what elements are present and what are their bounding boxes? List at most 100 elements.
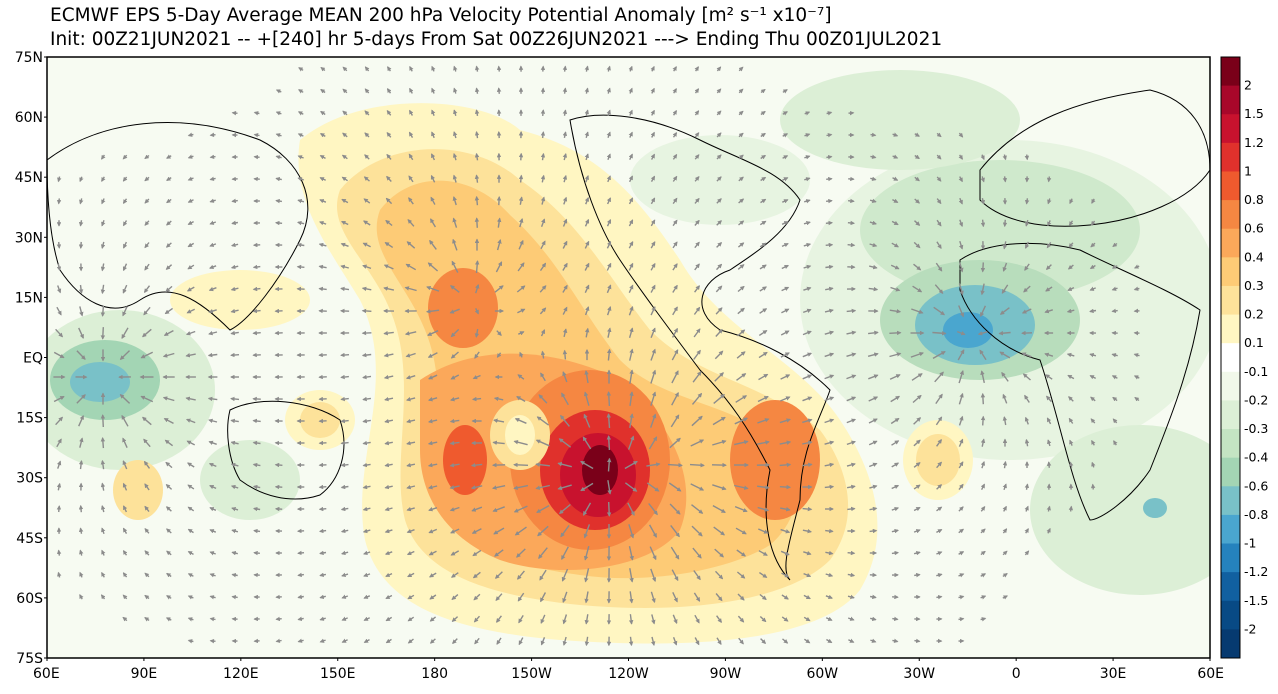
wind-arrow [1002,505,1007,512]
wind-arrow [78,504,84,513]
wind-arrow [694,176,700,182]
wind-arrow [629,568,634,583]
latitude-axis: 75N 60N 45N 30N 15N EQ 15S 30S 45S 60S 75S [15,50,47,667]
wind-arrow [936,132,942,138]
wind-arrow [693,306,701,315]
wind-arrow [55,328,64,338]
wind-arrow [364,110,370,116]
wind-arrow [428,397,438,402]
wind-arrow [650,87,655,94]
wind-arrow [362,528,371,534]
wind-arrow [452,196,457,206]
colorbar-segment [1221,85,1240,115]
wind-arrow [428,507,438,512]
wind-arrow [319,154,326,160]
wind-arrow [450,572,459,578]
wind-arrow [629,591,634,604]
wind-arrow [802,396,813,402]
wind-arrow [297,177,304,182]
wind-arrow [187,528,194,534]
wind-arrow [980,392,986,405]
wind-arrow [122,460,128,470]
wind-arrow [847,220,855,226]
wind-arrow [846,330,857,335]
wind-arrow [452,174,458,183]
wind-arrow [667,462,683,468]
wind-arrow [340,242,349,248]
wind-arrow [449,440,460,446]
wind-arrow [557,484,572,491]
wind-arrow [362,264,372,270]
wind-arrow [1090,242,1096,248]
wind-arrow [691,504,704,514]
wind-arrow [694,219,700,226]
wind-arrow [385,219,393,227]
wind-arrow [693,592,701,602]
wind-arrow [143,438,151,448]
wind-arrow [846,308,857,314]
wind-arrow [606,262,612,271]
wind-arrow [163,329,174,337]
wind-arrow [431,65,436,72]
wind-arrow [474,87,480,94]
lon-label: 90E [131,666,158,682]
wind-arrow [55,416,64,426]
colorbar-label: 1.5 [1244,106,1264,121]
wind-arrow [140,351,153,359]
wind-arrow [517,592,525,602]
wind-arrow [912,285,923,293]
colorbar-segment [1221,572,1240,602]
wind-arrow [209,507,217,512]
wind-arrow [628,219,634,227]
wind-arrow [890,417,900,425]
wind-arrow [756,440,770,445]
wind-arrow [980,528,986,534]
wind-arrow [958,528,965,534]
colorbar-segment [1221,200,1240,230]
wind-arrow [580,482,594,492]
wind-arrow [957,349,965,361]
wind-arrow [56,460,62,469]
wind-arrow [452,638,458,645]
colorbar-segment [1221,142,1240,172]
wind-arrow [758,330,768,336]
wind-arrow [429,594,437,600]
wind-arrow [143,460,151,469]
wind-arrow [958,483,964,491]
wind-arrow [407,616,415,622]
wind-arrow [535,484,550,490]
wind-arrow [406,484,416,490]
wind-arrow [1046,242,1052,249]
wind-arrow [165,483,173,490]
wind-arrow [517,262,525,272]
wind-arrow [562,174,568,183]
wind-arrow [208,440,217,446]
wind-arrow [734,484,749,490]
wind-arrow [671,327,679,338]
wind-arrow [650,284,656,293]
wind-arrow [672,131,678,138]
wind-arrow [716,637,722,645]
wind-arrow [319,594,326,600]
wind-arrow [715,263,723,271]
wind-arrow [606,391,612,407]
wind-arrow [384,462,393,468]
wind-arrow [803,264,812,270]
wind-arrow [759,572,768,578]
wind-arrow [340,440,349,446]
wind-arrow [1024,241,1030,249]
wind-arrow [670,524,680,538]
wind-arrow [320,66,326,72]
wind-arrow [934,371,944,383]
wind-arrow [980,595,987,600]
wind-arrow [187,154,194,159]
wind-arrow [449,285,460,293]
wind-arrow [539,307,547,315]
colorbar-segment [1221,600,1240,630]
wind-arrow [384,506,393,512]
wind-arrow [297,155,304,160]
wind-arrow [100,305,106,317]
wind-arrow [672,219,678,227]
wind-arrow [715,307,723,315]
wind-arrow [1047,439,1052,447]
